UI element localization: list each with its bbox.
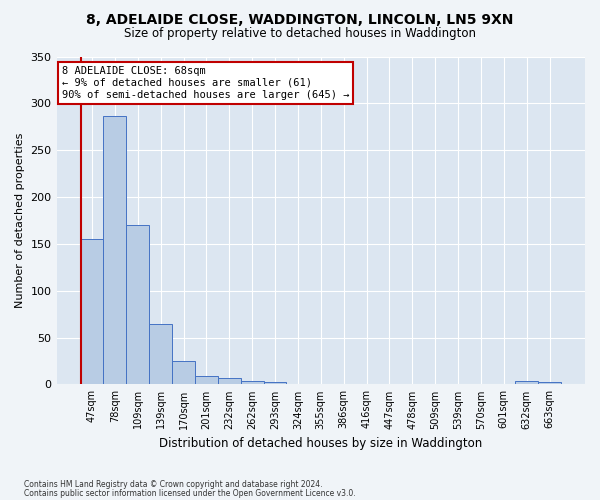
Bar	[515, 380, 538, 384]
Text: Contains HM Land Registry data © Crown copyright and database right 2024.: Contains HM Land Registry data © Crown c…	[24, 480, 323, 489]
Text: Size of property relative to detached houses in Waddington: Size of property relative to detached ho…	[124, 28, 476, 40]
Bar	[80, 239, 103, 384]
Bar	[538, 382, 561, 384]
X-axis label: Distribution of detached houses by size in Waddington: Distribution of detached houses by size …	[159, 437, 482, 450]
Bar	[149, 324, 172, 384]
Text: Contains public sector information licensed under the Open Government Licence v3: Contains public sector information licen…	[24, 489, 356, 498]
Bar	[241, 380, 263, 384]
Bar	[195, 376, 218, 384]
Bar	[172, 361, 195, 384]
Text: 8 ADELAIDE CLOSE: 68sqm
← 9% of detached houses are smaller (61)
90% of semi-det: 8 ADELAIDE CLOSE: 68sqm ← 9% of detached…	[62, 66, 349, 100]
Bar	[218, 378, 241, 384]
Y-axis label: Number of detached properties: Number of detached properties	[15, 133, 25, 308]
Bar	[127, 225, 149, 384]
Bar	[103, 116, 127, 384]
Bar	[263, 382, 286, 384]
Text: 8, ADELAIDE CLOSE, WADDINGTON, LINCOLN, LN5 9XN: 8, ADELAIDE CLOSE, WADDINGTON, LINCOLN, …	[86, 12, 514, 26]
